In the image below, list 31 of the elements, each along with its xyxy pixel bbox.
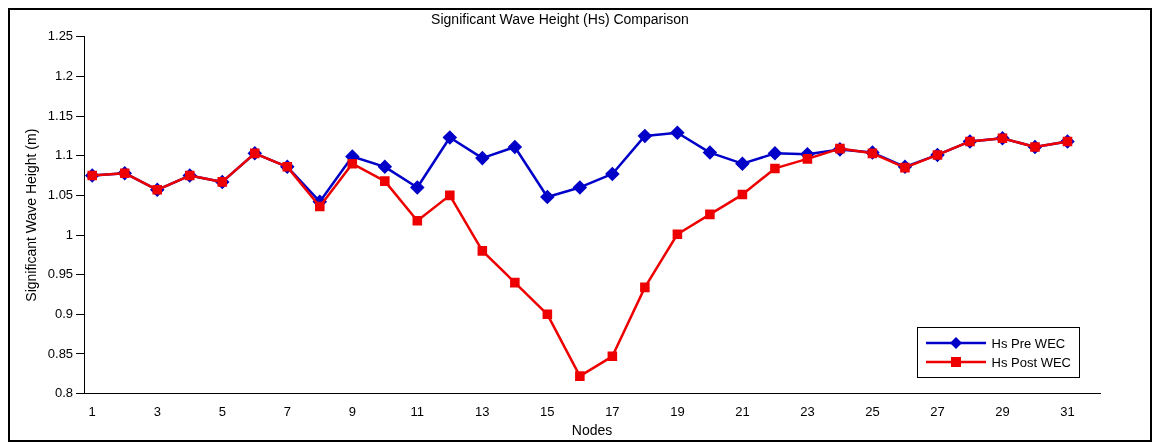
y-tick-label: 0.95 xyxy=(47,266,74,282)
x-tick-label: 25 xyxy=(865,403,880,419)
y-tick-label: 1.2 xyxy=(55,68,74,84)
y-tick-label: 1.1 xyxy=(55,147,74,163)
y-tick-label: 0.8 xyxy=(55,385,74,401)
y-tick-label: 1.05 xyxy=(47,186,74,202)
legend-label: Hs Pre WEC xyxy=(991,335,1066,351)
x-tick-label: 23 xyxy=(800,403,815,419)
x-tick-label: 1 xyxy=(88,403,96,419)
x-tick-label: 19 xyxy=(670,403,685,419)
y-tick-label: 1.25 xyxy=(47,28,74,44)
x-tick-label: 17 xyxy=(605,403,620,419)
x-tick-label: 27 xyxy=(930,403,945,419)
chart-title: Significant Wave Height (Hs) Comparison xyxy=(431,11,689,28)
x-tick-label: 29 xyxy=(995,403,1010,419)
x-tick-label: 5 xyxy=(218,403,226,419)
x-axis-title: Nodes xyxy=(571,422,613,439)
y-axis-title: Significant Wave Height (m) xyxy=(23,128,40,302)
x-tick-label: 15 xyxy=(540,403,555,419)
x-tick-label: 7 xyxy=(283,403,291,419)
x-tick-label: 31 xyxy=(1060,403,1075,419)
legend-label: Hs Post WEC xyxy=(991,354,1071,370)
y-tick-label: 1 xyxy=(65,226,74,242)
x-tick-label: 21 xyxy=(735,403,750,419)
x-tick-label: 11 xyxy=(410,403,425,419)
y-tick-label: 0.9 xyxy=(55,305,74,321)
x-tick-label: 9 xyxy=(348,403,356,419)
y-tick-label: 0.85 xyxy=(47,345,74,361)
x-tick-label: 13 xyxy=(475,403,490,419)
y-tick-label: 1.15 xyxy=(47,107,74,123)
x-tick-label: 3 xyxy=(153,403,161,419)
